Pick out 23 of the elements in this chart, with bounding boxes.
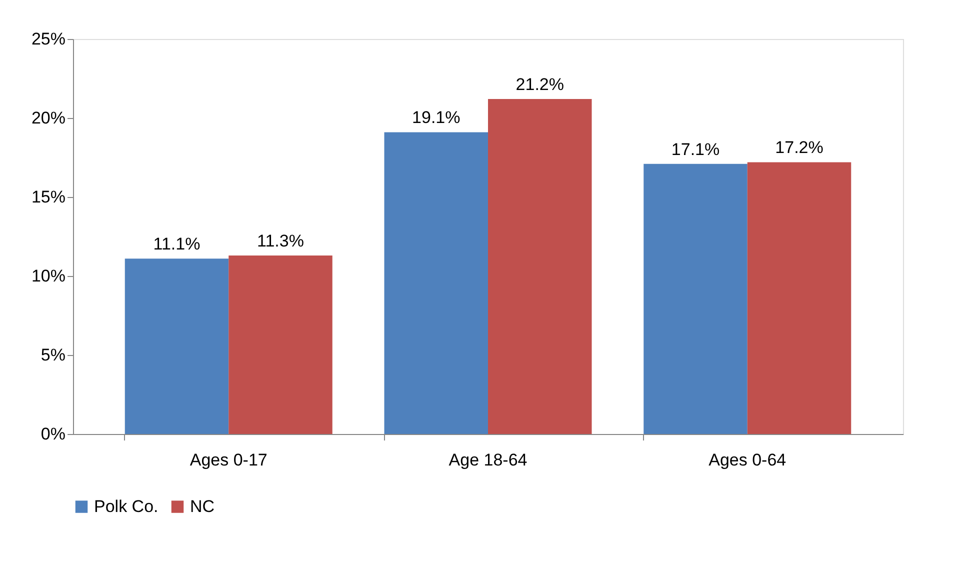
x-tick-label: Ages 0-64 bbox=[708, 450, 786, 470]
bar bbox=[228, 255, 332, 434]
bar bbox=[384, 132, 488, 434]
y-tick-label: 5% bbox=[40, 346, 66, 364]
y-tick-label: 20% bbox=[31, 108, 66, 128]
legend-label: Polk Co. bbox=[94, 496, 158, 516]
x-tick-label: Age 18-64 bbox=[448, 450, 528, 470]
data-label: 21.2% bbox=[516, 75, 564, 94]
y-tick-label: 15% bbox=[31, 188, 66, 206]
y-tick-label: 25% bbox=[31, 30, 66, 48]
data-label: 17.1% bbox=[671, 140, 720, 159]
data-label: 11.3% bbox=[257, 231, 304, 250]
bar bbox=[124, 258, 229, 434]
data-label: 11.1% bbox=[153, 234, 200, 254]
y-tick-label: 0% bbox=[40, 424, 66, 444]
data-label: 17.2% bbox=[775, 138, 824, 158]
bar bbox=[747, 162, 852, 434]
bar bbox=[488, 99, 592, 434]
data-label: 19.1% bbox=[412, 108, 460, 128]
y-tick-label: 10% bbox=[31, 266, 66, 286]
bar bbox=[644, 164, 748, 434]
legend-label: NC bbox=[190, 496, 215, 516]
x-tick-label: Ages 0-17 bbox=[190, 450, 268, 470]
